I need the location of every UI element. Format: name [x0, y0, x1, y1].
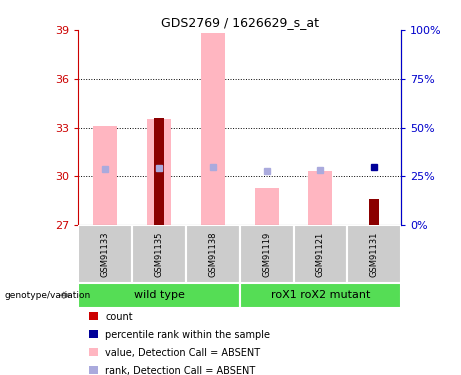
- Text: wild type: wild type: [134, 290, 184, 300]
- Text: rank, Detection Call = ABSENT: rank, Detection Call = ABSENT: [105, 366, 255, 375]
- Title: GDS2769 / 1626629_s_at: GDS2769 / 1626629_s_at: [161, 16, 319, 29]
- Bar: [147, 119, 171, 225]
- Text: GSM91131: GSM91131: [370, 231, 378, 277]
- Bar: [78, 283, 240, 308]
- Bar: [240, 283, 401, 308]
- Text: percentile rank within the sample: percentile rank within the sample: [105, 330, 270, 340]
- Bar: [89, 330, 98, 338]
- Bar: [347, 225, 401, 283]
- Bar: [186, 225, 240, 283]
- Bar: [78, 225, 132, 283]
- Bar: [369, 199, 379, 225]
- Text: GSM91135: GSM91135: [154, 231, 164, 277]
- Text: roX1 roX2 mutant: roX1 roX2 mutant: [271, 290, 370, 300]
- Bar: [254, 188, 279, 225]
- Text: GSM91121: GSM91121: [316, 231, 325, 277]
- Text: genotype/variation: genotype/variation: [5, 291, 91, 300]
- Text: GSM91138: GSM91138: [208, 231, 217, 277]
- Bar: [308, 171, 332, 225]
- Bar: [201, 33, 225, 225]
- Text: GSM91119: GSM91119: [262, 231, 271, 277]
- Bar: [294, 225, 347, 283]
- Bar: [93, 126, 118, 225]
- Bar: [89, 312, 98, 320]
- Text: count: count: [105, 312, 133, 322]
- Bar: [89, 348, 98, 356]
- Text: GSM91133: GSM91133: [101, 231, 110, 277]
- Bar: [132, 225, 186, 283]
- Bar: [154, 118, 164, 225]
- Bar: [89, 366, 98, 374]
- Text: value, Detection Call = ABSENT: value, Detection Call = ABSENT: [105, 348, 260, 358]
- Bar: [240, 225, 294, 283]
